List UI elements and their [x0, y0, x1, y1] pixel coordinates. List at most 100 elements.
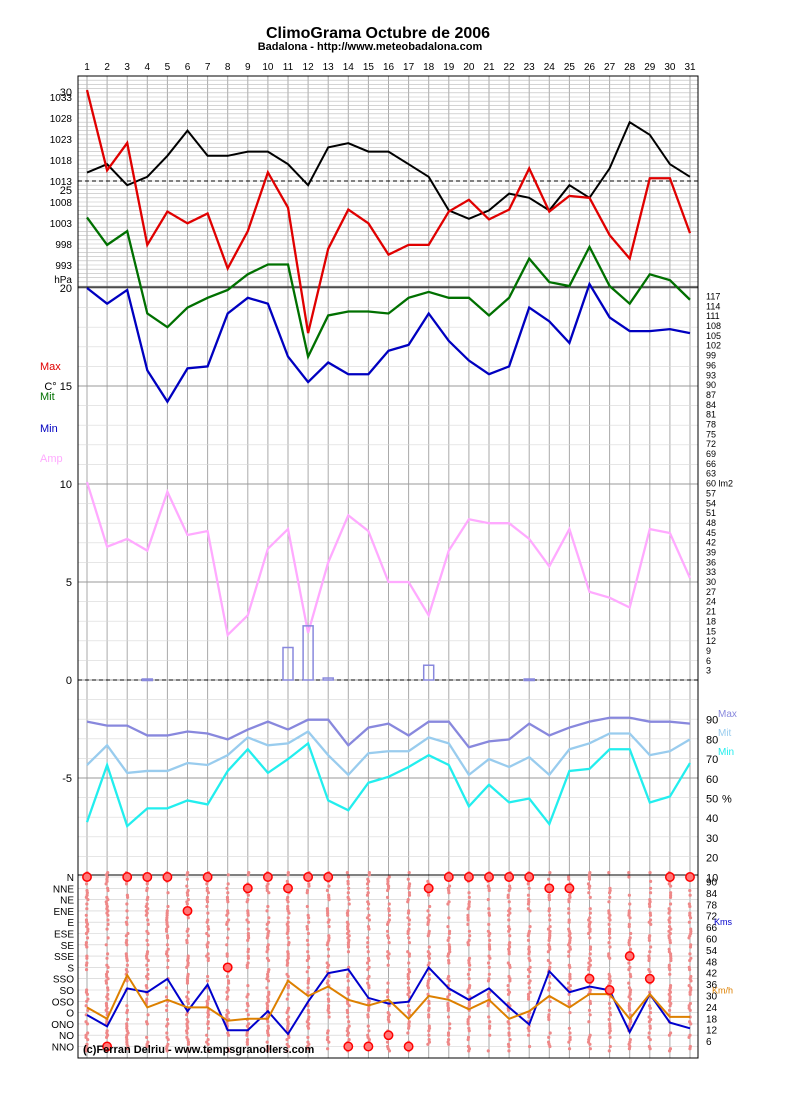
- wind-frequency-dot: [488, 1033, 492, 1037]
- wind-frequency-dot: [427, 1038, 431, 1042]
- wind-frequency-dot: [488, 956, 492, 960]
- wind-frequency-dot: [367, 918, 371, 922]
- rain-tick-label: 45: [706, 528, 716, 538]
- wind-frequency-dot: [226, 927, 230, 931]
- wind-frequency-dot: [426, 934, 430, 938]
- rain-tick-label: 24: [706, 597, 716, 607]
- wind-frequency-dot: [306, 950, 310, 954]
- wind-frequency-dot: [568, 947, 572, 951]
- wind-frequency-dot: [287, 1015, 291, 1019]
- wind-frequency-dot: [307, 1015, 311, 1019]
- wind-frequency-dot: [406, 1026, 411, 1030]
- wind-frequency-dot: [246, 956, 250, 960]
- wind-frequency-dot: [628, 997, 633, 1001]
- wind-frequency-dot: [325, 943, 329, 947]
- wind-frequency-dot: [266, 970, 270, 974]
- day-tick-label: 31: [684, 62, 696, 73]
- wind-frequency-dot: [225, 997, 229, 1001]
- wind-frequency-dot: [587, 1008, 592, 1013]
- wind-frequency-dot: [106, 997, 110, 1001]
- wind-frequency-dot: [386, 963, 390, 967]
- wind-frequency-dot: [367, 1038, 371, 1042]
- wind-frequency-dot: [567, 1040, 571, 1044]
- wind-speed-line-kmh: [86, 972, 690, 1022]
- wind-speed-tick-label: 42: [706, 969, 718, 980]
- wind-dominant-marker: [222, 962, 233, 973]
- wind-frequency-dot: [206, 927, 211, 931]
- wind-frequency-dot: [587, 886, 591, 890]
- wind-frequency-dot: [428, 904, 432, 909]
- wind-frequency-dot: [366, 891, 370, 895]
- wind-frequency-dot: [447, 936, 451, 940]
- wind-frequency-dot: [508, 965, 512, 970]
- wind-frequency-dot: [647, 902, 652, 906]
- wind-frequency-dot: [347, 992, 351, 997]
- wind-frequency-dot: [146, 931, 150, 936]
- rain-tick-label: 117: [706, 292, 720, 302]
- wind-frequency-dot: [669, 891, 673, 895]
- wind-frequency-dot: [326, 920, 330, 924]
- wind-direction-label: SSE: [54, 952, 74, 963]
- wind-direction-label: OSO: [52, 997, 74, 1008]
- wind-dominant-marker: [102, 1041, 113, 1052]
- wind-direction-label: ESE: [54, 930, 74, 941]
- wind-frequency-dot: [647, 1004, 652, 1008]
- wind-frequency-dot: [287, 1035, 291, 1039]
- wind-frequency-dot: [427, 893, 431, 897]
- wind-frequency-dot: [446, 902, 450, 906]
- wind-frequency-dot: [145, 888, 149, 893]
- wind-frequency-dot: [245, 1008, 249, 1013]
- wind-frequency-dot: [687, 936, 691, 940]
- wind-frequency-dot: [426, 1042, 430, 1046]
- pressure-tick-label: 1023: [50, 135, 73, 146]
- wind-frequency-dot: [325, 981, 329, 985]
- wind-frequency-dot: [607, 941, 611, 945]
- wind-frequency-dot: [286, 974, 290, 979]
- rain-tick-label: 30: [706, 577, 716, 587]
- day-tick-label: 2: [104, 62, 110, 73]
- wind-frequency-dot: [467, 977, 471, 981]
- wind-frequency-dot: [327, 1011, 331, 1015]
- wind-frequency-dot: [687, 1035, 691, 1039]
- wind-frequency-dot: [125, 1047, 129, 1051]
- wind-frequency-dot: [688, 893, 692, 897]
- wind-frequency-dot: [104, 882, 108, 886]
- wind-frequency-dot: [146, 968, 150, 972]
- wind-frequency-dot: [407, 941, 412, 945]
- wind-frequency-dot: [205, 920, 209, 924]
- wind-dominant-marker: [242, 883, 253, 894]
- day-tick-label: 5: [165, 62, 171, 73]
- wind-dominant-marker: [544, 883, 555, 894]
- wind-frequency-dot: [226, 1033, 231, 1037]
- wind-frequency-dot: [567, 907, 571, 911]
- wind-frequency-dot: [567, 954, 571, 958]
- wind-frequency-dot: [124, 882, 129, 886]
- wind-frequency-dot: [105, 927, 109, 931]
- wind-frequency-dot: [486, 898, 490, 902]
- rain-tick-label: 27: [706, 587, 716, 597]
- wind-frequency-dot: [508, 979, 512, 983]
- wind-frequency-dot: [85, 945, 89, 949]
- rain-tick-label: 36: [706, 557, 716, 567]
- wind-frequency-dot: [205, 904, 209, 909]
- temp-tick-label: 25: [60, 185, 72, 197]
- wind-frequency-dot: [265, 927, 269, 931]
- wind-frequency-dot: [688, 904, 692, 909]
- wind-frequency-dot: [607, 922, 611, 927]
- wind-frequency-dot: [427, 1001, 431, 1006]
- wind-frequency-dot: [385, 922, 390, 927]
- wind-frequency-dot: [84, 882, 89, 886]
- rain-tick-label: 105: [706, 331, 721, 341]
- wind-direction-label: ENE: [53, 907, 74, 918]
- wind-frequency-dot: [326, 1047, 330, 1051]
- wind-frequency-dot: [347, 898, 351, 902]
- wind-frequency-dot: [225, 943, 229, 947]
- wind-frequency-dot: [567, 1047, 572, 1051]
- wind-frequency-dot: [568, 977, 572, 981]
- wind-frequency-dot: [568, 1011, 572, 1015]
- wind-frequency-dot: [184, 1013, 189, 1017]
- humidity-tick-label: 70: [706, 754, 718, 766]
- wind-frequency-dot: [125, 970, 129, 974]
